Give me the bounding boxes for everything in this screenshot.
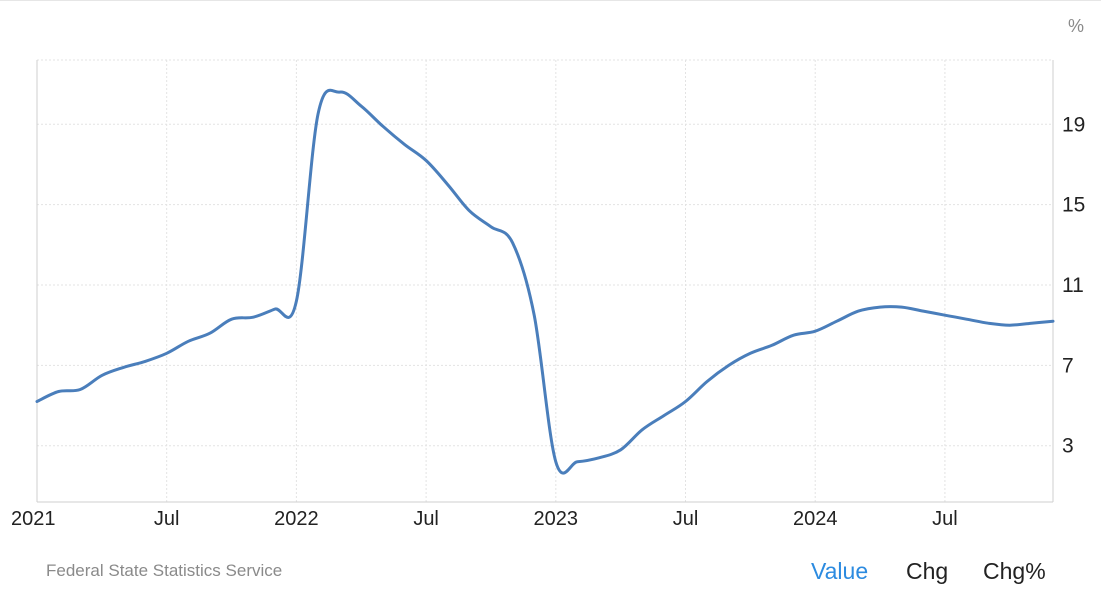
- y-tick-label: 15: [1062, 194, 1085, 217]
- tab-chg-percent[interactable]: Chg%: [983, 558, 1046, 584]
- x-tick-label: Jul: [413, 508, 439, 530]
- tab-value[interactable]: Value: [811, 558, 869, 584]
- y-tick-label: 7: [1062, 354, 1074, 377]
- y-tick-label: 3: [1062, 435, 1074, 458]
- x-tick-label: 2024: [793, 508, 838, 530]
- tab-chg[interactable]: Chg: [906, 558, 949, 584]
- x-tick-label: Jul: [154, 508, 180, 530]
- top-divider: [0, 0, 1101, 1]
- x-tick-label: 2021: [11, 508, 56, 530]
- x-tick-label: Jul: [673, 508, 699, 530]
- x-tick-label: 2023: [534, 508, 579, 530]
- source-label: Federal State Statistics Service: [46, 561, 283, 580]
- line-chart: 3 7 11 15 19 2021 Jul 2022 Jul 2023 Jul 2024 Jul: [11, 59, 1085, 530]
- y-axis-unit-label: %: [1068, 16, 1085, 36]
- y-tick-label: 19: [1062, 113, 1085, 136]
- x-tick-label: Jul: [932, 508, 958, 530]
- x-tick-label: 2022: [274, 508, 319, 530]
- y-tick-label: 11: [1062, 274, 1084, 297]
- series-line-0: [35, 88, 1055, 475]
